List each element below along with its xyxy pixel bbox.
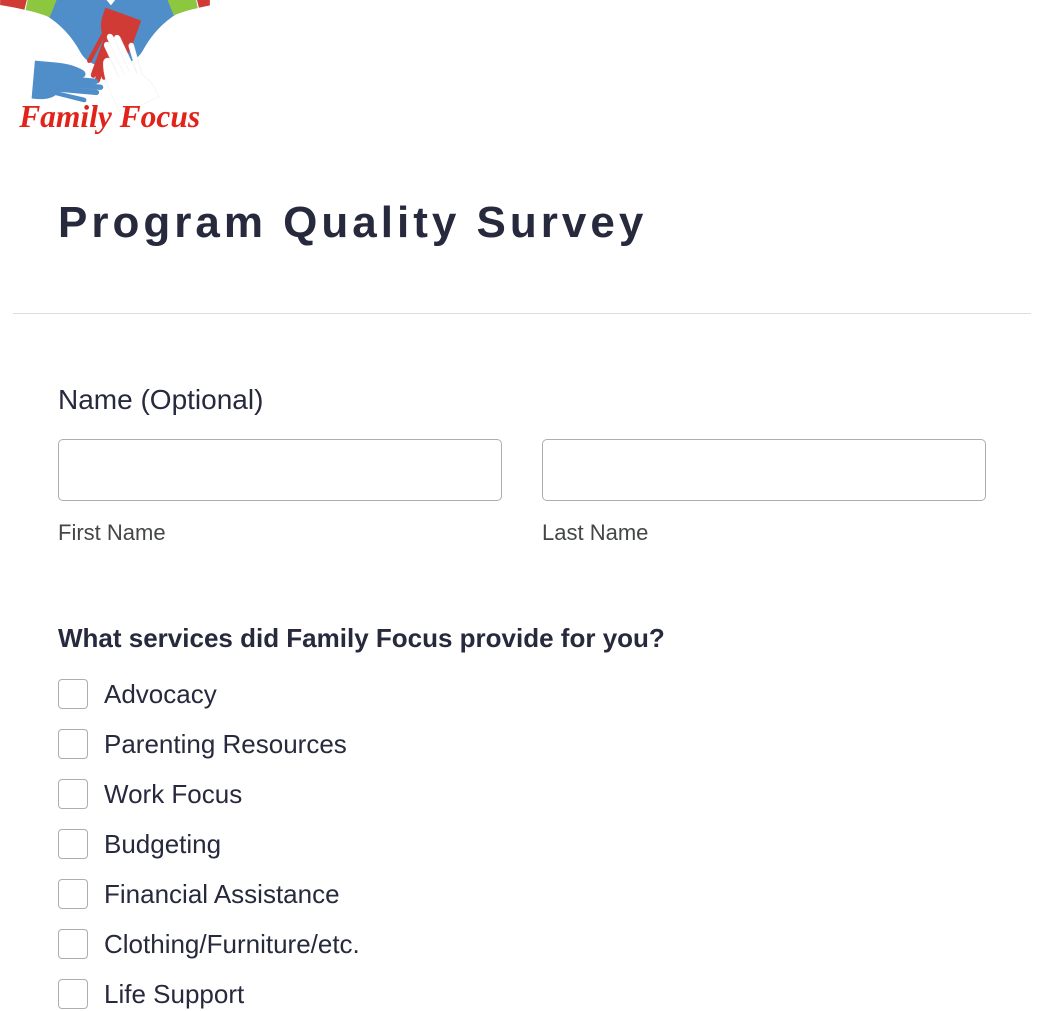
svg-text:Family Focus: Family Focus — [18, 99, 200, 134]
